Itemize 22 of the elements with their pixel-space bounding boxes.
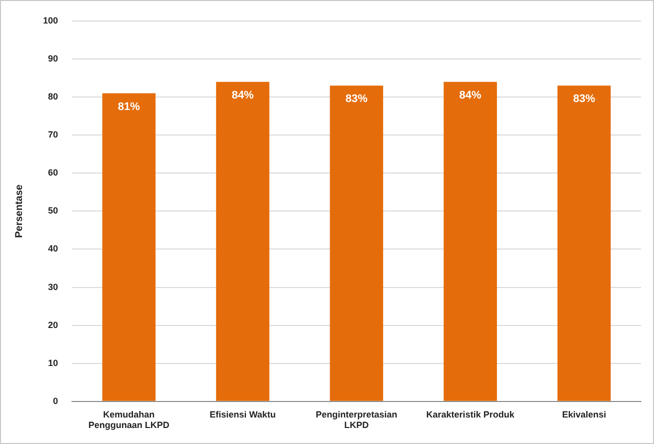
x-tick-label: Penginterpretasian LKPD — [316, 409, 398, 430]
y-tick-label: 100 — [42, 15, 58, 26]
data-label: 81% — [118, 100, 140, 113]
y-tick-label: 20 — [48, 320, 58, 330]
y-tick-label: 40 — [48, 244, 58, 254]
y-tick-label: 30 — [48, 282, 58, 292]
y-tick-label: 90 — [48, 54, 58, 64]
data-label: 83% — [573, 93, 596, 106]
data-label: 83% — [345, 93, 368, 106]
data-label: 84% — [232, 89, 254, 102]
y-tick-label: 60 — [48, 168, 58, 178]
x-tick-label: Kemudahan Penggunaan LKPD — [88, 409, 170, 430]
x-tick-label: Ekivalensi — [562, 409, 606, 420]
x-tick-label: Efisiensi Waktu — [210, 409, 276, 420]
data-label: 84% — [459, 89, 482, 102]
y-axis-title: Persentase — [14, 184, 25, 238]
x-tick-label: Karakteristik Produk — [426, 409, 516, 420]
y-tick-label: 70 — [48, 130, 58, 140]
y-tick-label: 80 — [48, 92, 58, 102]
y-tick-label: 10 — [48, 358, 58, 368]
y-tick-label: 50 — [48, 206, 58, 216]
y-tick-label: 0 — [53, 396, 58, 406]
